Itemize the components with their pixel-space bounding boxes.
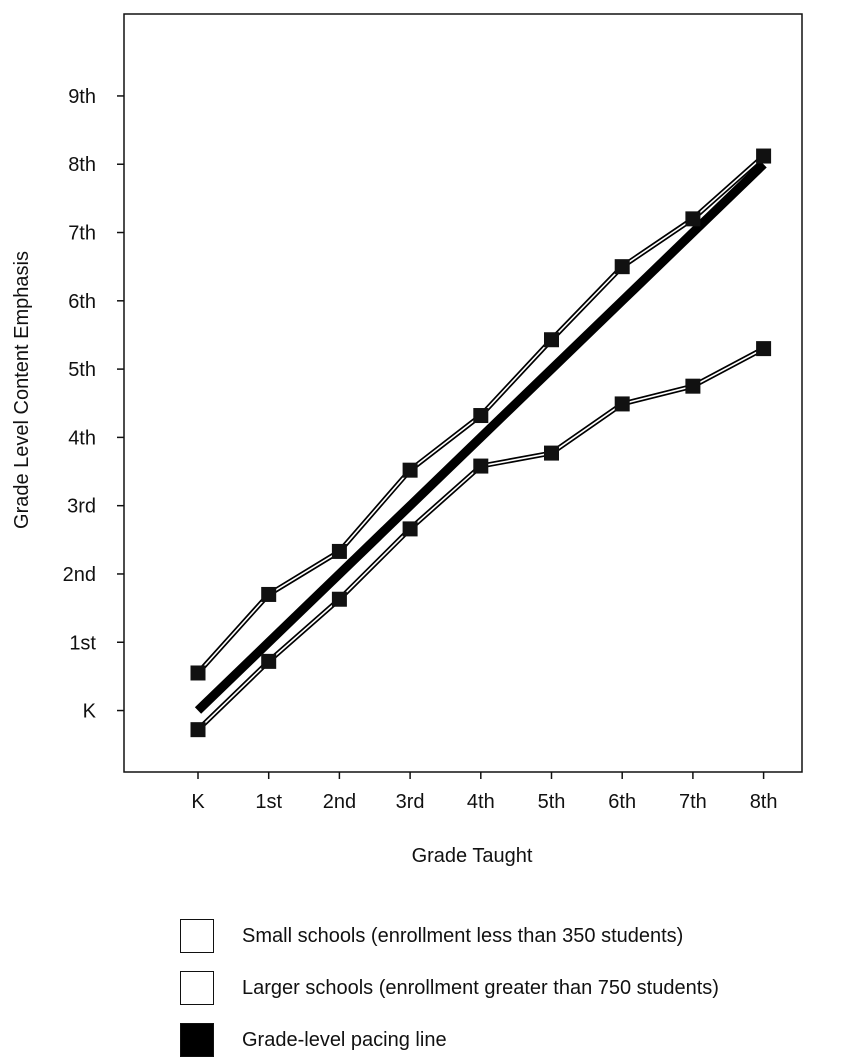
small-schools-series-point bbox=[756, 148, 772, 164]
legend-swatch-filled bbox=[180, 1023, 214, 1057]
larger-schools-series bbox=[190, 341, 772, 738]
x-tick-label: 3rd bbox=[396, 791, 425, 813]
legend-swatch-outline bbox=[180, 971, 214, 1005]
y-tick-label: 2nd bbox=[63, 564, 96, 586]
x-tick-label: 5th bbox=[538, 791, 566, 813]
x-axis: K 1st 2nd 3rd 4th 5th 6th 7th 8th bbox=[191, 772, 778, 813]
y-tick-label: 9th bbox=[68, 86, 96, 108]
y-axis-title: Grade Level Content Emphasis bbox=[11, 251, 33, 529]
series-layer bbox=[190, 148, 772, 738]
y-tick-label: 4th bbox=[68, 427, 96, 449]
larger-schools-series-point bbox=[614, 396, 630, 412]
larger-schools-series-point bbox=[261, 653, 277, 669]
legend-item-pacing-line: Grade-level pacing line bbox=[180, 1022, 447, 1058]
legend-label: Larger schools (enrollment greater than … bbox=[242, 976, 719, 999]
x-tick-label: 1st bbox=[255, 791, 282, 813]
x-tick-label: 8th bbox=[750, 791, 778, 813]
small-schools-series-point bbox=[544, 332, 559, 348]
small-schools-series-point bbox=[190, 665, 206, 681]
small-schools-series-point bbox=[473, 408, 489, 424]
legend-item-small-schools: Small schools (enrollment less than 350 … bbox=[180, 918, 683, 954]
larger-schools-series-line-inner bbox=[197, 347, 764, 731]
small-schools-series-point bbox=[614, 259, 630, 275]
small-schools-series-point bbox=[685, 211, 701, 227]
larger-schools-series-point bbox=[190, 722, 206, 738]
y-tick-label: 7th bbox=[68, 223, 96, 245]
x-tick-label: 7th bbox=[679, 791, 707, 813]
x-tick-label: K bbox=[191, 791, 205, 813]
legend-label: Small schools (enrollment less than 350 … bbox=[242, 924, 684, 947]
y-tick-label: 3rd bbox=[67, 496, 96, 518]
y-tick-label: K bbox=[83, 701, 97, 723]
line-chart: K 1st 2nd 3rd 4th 5th 6th 7th 8th 9th K 1st 2nd 3rd 4… bbox=[11, 13, 803, 867]
y-tick-label: 6th bbox=[68, 291, 96, 313]
y-axis: K 1st 2nd 3rd 4th 5th 6th 7th 8th 9th bbox=[63, 86, 124, 723]
y-tick-label: 1st bbox=[69, 632, 96, 654]
y-tick-label: 5th bbox=[68, 359, 96, 381]
larger-schools-series-point bbox=[685, 378, 701, 394]
small-schools-series-point bbox=[261, 586, 277, 602]
plot-frame bbox=[123, 13, 803, 773]
x-tick-label: 6th bbox=[608, 791, 636, 813]
legend-label: Grade-level pacing line bbox=[242, 1028, 447, 1051]
legend-item-larger-schools: Larger schools (enrollment greater than … bbox=[180, 970, 719, 1006]
larger-schools-series-point bbox=[544, 445, 559, 461]
larger-schools-series-point bbox=[402, 521, 418, 537]
x-axis-title: Grade Taught bbox=[412, 845, 533, 867]
larger-schools-series-point bbox=[756, 341, 772, 357]
y-tick-label: 8th bbox=[68, 154, 96, 176]
small-schools-series-point bbox=[402, 462, 418, 478]
legend-swatch-outline bbox=[180, 919, 214, 953]
larger-schools-series-point bbox=[473, 458, 489, 474]
small-schools-series-point bbox=[331, 543, 347, 559]
larger-schools-series-line bbox=[196, 346, 765, 732]
x-tick-label: 4th bbox=[467, 791, 495, 813]
small-schools-series bbox=[190, 148, 772, 681]
larger-schools-series-point bbox=[331, 591, 347, 607]
pacing-line bbox=[194, 160, 767, 714]
x-tick-label: 2nd bbox=[323, 791, 356, 813]
